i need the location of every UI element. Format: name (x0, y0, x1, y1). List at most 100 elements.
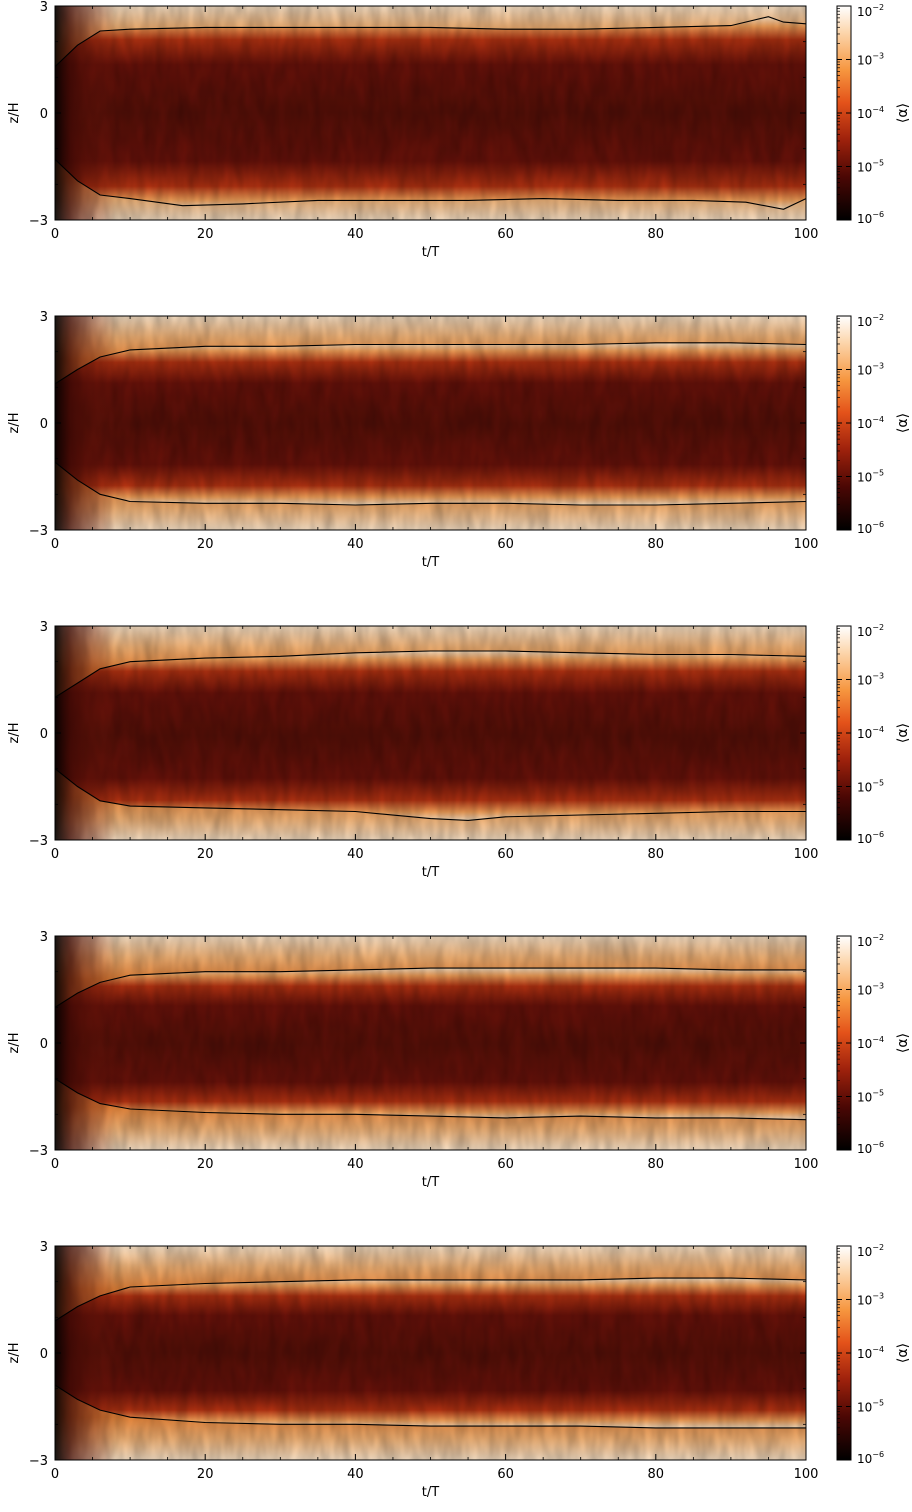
contour-upper (54, 1277, 807, 1322)
x-axis-label: t/T (422, 245, 439, 260)
colorbar-tick-base: 10 (857, 727, 872, 741)
colorbar-tick-base: 10 (857, 832, 872, 846)
colorbar-tick-base: 10 (857, 471, 872, 485)
contour-lower (54, 159, 807, 210)
colorbar-tick-base: 10 (857, 1245, 872, 1259)
x-tick-label: 80 (648, 537, 665, 552)
colorbar-tick-label: 10−6 (857, 1450, 884, 1466)
colorbar-tick-base: 10 (857, 1401, 872, 1415)
x-tick-label: 60 (497, 537, 514, 552)
y-tick-label: −3 (29, 1144, 48, 1159)
colorbar-tick-label: 10−5 (857, 1399, 884, 1415)
turbulence-texture (55, 936, 806, 1150)
colorbar-label: ⟨α⟩ (895, 103, 911, 123)
colorbar-tick-base: 10 (857, 54, 872, 68)
x-tick-label: 0 (51, 227, 59, 242)
colorbar-tick-exponent: −2 (872, 313, 884, 322)
contour-upper (54, 650, 807, 698)
heatmap (55, 6, 806, 220)
y-tick-label: −3 (29, 834, 48, 849)
x-tick-label: 20 (197, 1467, 214, 1482)
colorbar: 10−210−310−410−510−6⟨α⟩ (836, 3, 911, 226)
colorbar-tick-label: 10−5 (857, 1089, 884, 1105)
colorbar-tick-label: 10−6 (857, 520, 884, 536)
y-axis-label: z/H (7, 723, 22, 744)
colorbar-tick-exponent: −5 (872, 469, 884, 478)
colorbar-tick-label: 10−5 (857, 469, 884, 485)
turbulence-texture (55, 6, 806, 220)
x-tick-label: 40 (347, 847, 364, 862)
colorbar-tick-exponent: −2 (872, 933, 884, 942)
colorbar-tick-exponent: −4 (872, 1345, 884, 1354)
colorbar-tick-exponent: −2 (872, 3, 884, 12)
colorbar-tick-exponent: −3 (872, 672, 884, 681)
colorbar-tick-base: 10 (857, 417, 872, 431)
x-tick-label: 100 (794, 227, 819, 242)
y-tick-label: 3 (40, 620, 48, 635)
colorbar-tick-base: 10 (857, 1294, 872, 1308)
colorbar-tick-exponent: −5 (872, 1089, 884, 1098)
initial-transient (55, 1246, 116, 1460)
turbulence-texture (55, 626, 806, 840)
colorbar-tick-exponent: −5 (872, 1399, 884, 1408)
y-tick-label: −3 (29, 214, 48, 229)
colorbar-tick-exponent: −3 (872, 362, 884, 371)
x-axis-label: t/T (422, 1175, 439, 1190)
y-tick-label: 3 (40, 310, 48, 325)
panel-1: 0 20 40 60 80 100−303t/Tz/H10−210−310−410−510… (7, 0, 911, 260)
x-axis-label: t/T (422, 555, 439, 570)
colorbar-tick-base: 10 (857, 1091, 872, 1105)
x-tick-label: 100 (794, 1157, 819, 1172)
contour-upper (54, 342, 807, 385)
initial-transient (55, 936, 116, 1150)
colorbar-tick-label: 10−2 (857, 3, 884, 19)
y-axis-label: z/H (7, 1033, 22, 1054)
panel-5: 0 20 40 60 80 100−303t/Tz/H10−210−310−410−510… (7, 1240, 911, 1500)
contour-upper (54, 967, 806, 1008)
colorbar-tick-exponent: −6 (872, 1140, 884, 1149)
x-tick-label: 100 (794, 847, 819, 862)
colorbar-tick-exponent: −4 (872, 105, 884, 114)
x-tick-label: 60 (497, 1157, 514, 1172)
colorbar-tick-label: 10−3 (857, 52, 884, 68)
colorbar-tick-label: 10−4 (857, 725, 884, 741)
y-axis-label: z/H (7, 1343, 22, 1364)
colorbar-tick-exponent: −3 (872, 982, 884, 991)
x-tick-label: 40 (347, 227, 364, 242)
x-tick-label: 40 (347, 537, 364, 552)
colorbar-tick-base: 10 (857, 1452, 872, 1466)
y-axis-label: z/H (7, 413, 22, 434)
colorbar-tick-label: 10−6 (857, 830, 884, 846)
panel-4: 0 20 40 60 80 100−303t/Tz/H10−210−310−410−510… (7, 930, 911, 1190)
colorbar-tick-base: 10 (857, 935, 872, 949)
colorbar-tick-base: 10 (857, 161, 872, 175)
x-tick-label: 60 (497, 227, 514, 242)
turbulence-texture (55, 316, 806, 530)
colorbar-tick-label: 10−2 (857, 313, 884, 329)
x-tick-label: 40 (347, 1157, 364, 1172)
initial-transient (55, 316, 116, 530)
x-tick-label: 0 (51, 537, 59, 552)
colorbar-tick-label: 10−3 (857, 362, 884, 378)
colorbar-tick-label: 10−4 (857, 1035, 884, 1051)
x-tick-label: 40 (347, 1467, 364, 1482)
colorbar-tick-label: 10−6 (857, 1140, 884, 1156)
colorbar: 10−210−310−410−510−6⟨α⟩ (836, 313, 911, 536)
x-tick-label: 20 (197, 847, 214, 862)
colorbar-tick-base: 10 (857, 364, 872, 378)
x-tick-label: 80 (648, 1157, 665, 1172)
y-tick-label: −3 (29, 1454, 48, 1469)
x-tick-label: 60 (497, 847, 514, 862)
y-tick-label: 3 (40, 0, 48, 15)
colorbar-tick-label: 10−2 (857, 623, 884, 639)
turbulence-texture (55, 1246, 806, 1460)
colorbar-tick-exponent: −6 (872, 1450, 884, 1459)
colorbar-tick-exponent: −4 (872, 415, 884, 424)
y-tick-label: −3 (29, 524, 48, 539)
panel-3: 0 20 40 60 80 100−303t/Tz/H10−210−310−410−510… (7, 620, 911, 880)
colorbar-tick-exponent: −2 (872, 623, 884, 632)
x-axis-label: t/T (422, 1485, 439, 1500)
contour-lower (54, 1078, 807, 1121)
heatmap (55, 316, 806, 530)
y-tick-label: 0 (40, 1037, 48, 1052)
